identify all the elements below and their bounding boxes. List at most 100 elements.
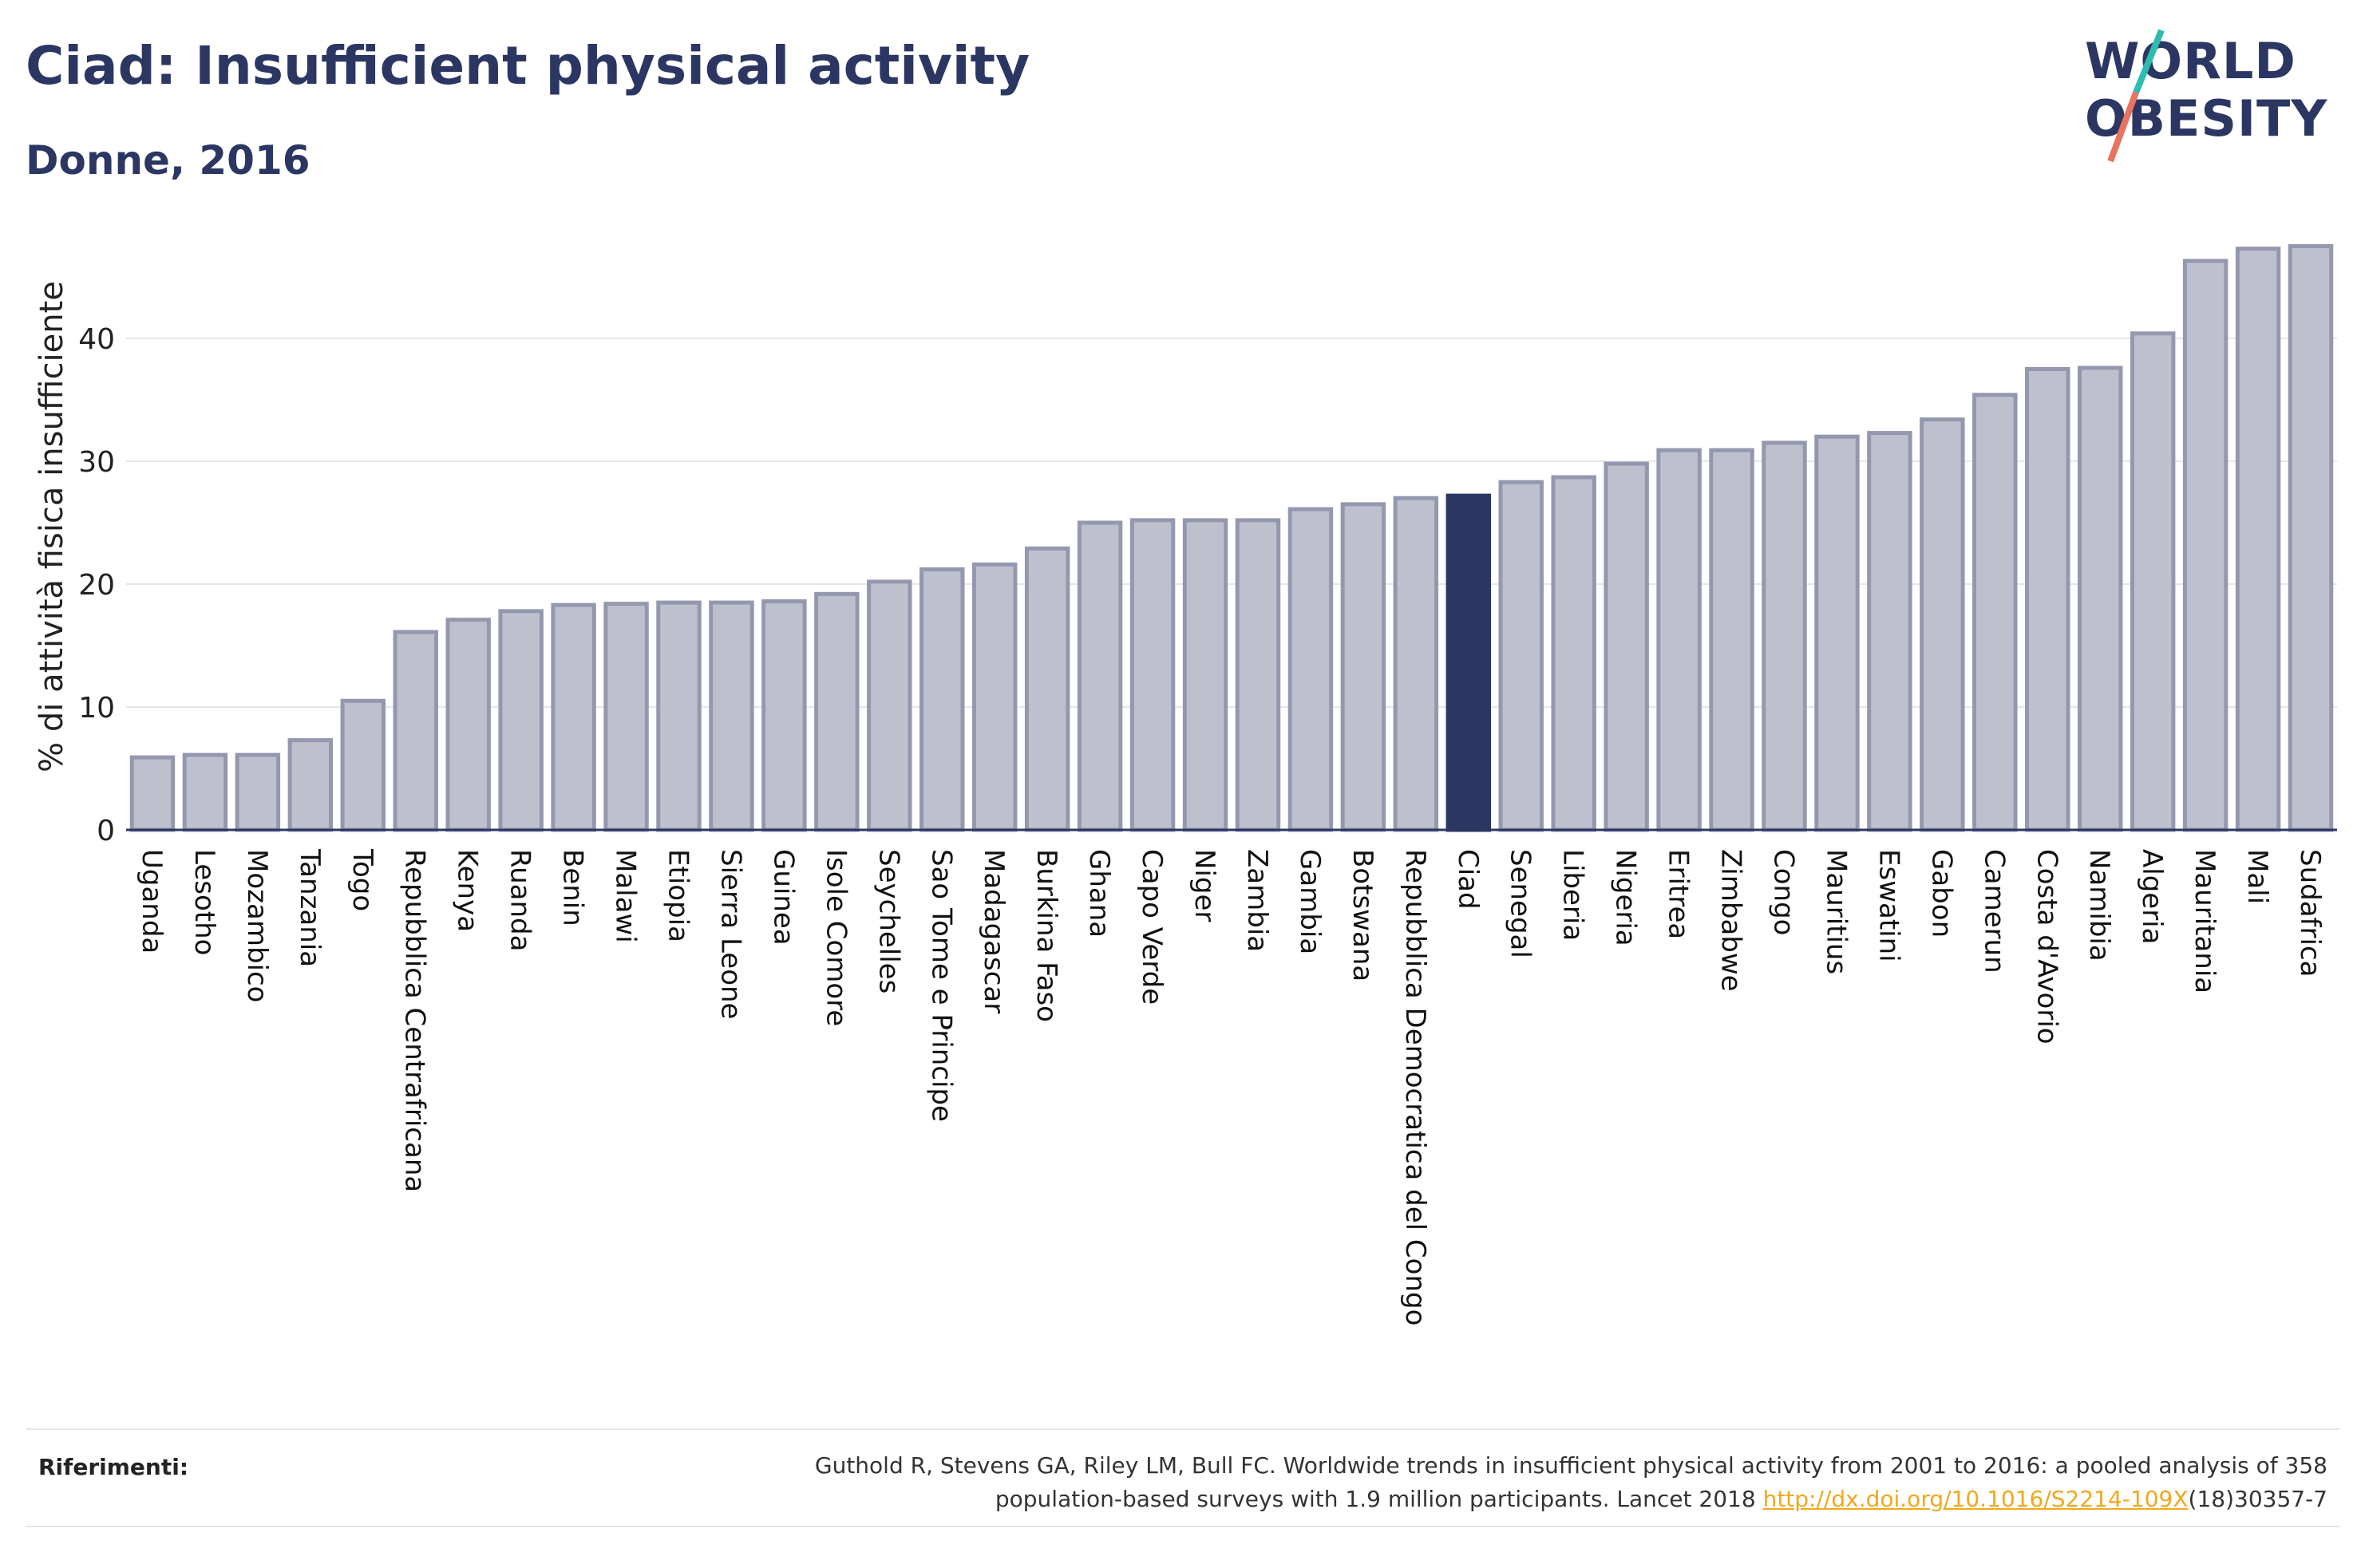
references-label: Riferimenti: — [38, 1454, 189, 1480]
x-tick-label: Ciad — [1452, 849, 1484, 910]
bar — [709, 600, 754, 832]
chart-subtitle: Donne, 2016 — [26, 137, 310, 184]
bar — [1340, 502, 1386, 832]
bar — [1709, 448, 1754, 832]
x-tick-label: Kenya — [452, 849, 484, 932]
bar — [919, 567, 965, 832]
x-tick-label: Gambia — [1294, 849, 1326, 954]
bar — [603, 602, 649, 832]
x-tick-label: Tanzania — [294, 848, 326, 967]
x-tick-label: Zimbabwe — [1715, 849, 1747, 992]
bar — [235, 752, 281, 832]
bar — [1024, 546, 1070, 832]
y-tick-label: 30 — [78, 446, 115, 479]
x-tick-label: Congo — [1768, 849, 1800, 935]
bar — [814, 591, 860, 832]
x-tick-label: Nigeria — [1610, 849, 1642, 946]
bar — [1551, 475, 1596, 832]
bars — [129, 244, 2334, 832]
x-tick-label: Eswatini — [1873, 849, 1904, 962]
bar — [182, 752, 228, 832]
y-tick-labels: 0 10 20 30 40 — [78, 323, 115, 847]
x-tick-label: Sudafrica — [2294, 849, 2326, 977]
bar — [2182, 259, 2229, 832]
x-tick-label: Gabon — [1925, 849, 1957, 938]
y-axis-label: % di attività fisica insufficiente — [34, 281, 70, 772]
x-tick-label: Togo — [346, 848, 378, 911]
y-tick-label: 0 — [97, 815, 115, 847]
x-tick-labels: Uganda Lesotho Mozambico Tanzania Togo Repubb… — [136, 848, 2326, 1325]
y-tick-label: 20 — [78, 569, 115, 602]
bar — [1235, 518, 1281, 832]
chart-title: Ciad: Insufficient physical activity — [26, 35, 1030, 97]
bar — [1604, 461, 1649, 832]
y-tick-label: 40 — [78, 323, 115, 356]
bar — [287, 738, 334, 832]
x-tick-label: Lesotho — [188, 849, 220, 955]
bar — [393, 630, 438, 832]
references-text: Guthold R, Stevens GA, Riley LM, Bull FC… — [492, 1449, 2327, 1516]
x-tick-label: Senegal — [1505, 849, 1536, 958]
x-tick-label: Eritrea — [1663, 849, 1695, 939]
reference-line-1: Guthold R, Stevens GA, Riley LM, Bull FC… — [814, 1452, 2327, 1479]
x-tick-label: Botswana — [1347, 849, 1378, 981]
bar — [1393, 496, 1439, 832]
bar — [129, 755, 176, 832]
logo-slash-bottom — [2107, 91, 2139, 163]
reference-line-2-suffix: (18)30357-7 — [2188, 1486, 2327, 1512]
x-tick-label: Camerun — [1978, 849, 2010, 974]
bar — [2288, 244, 2334, 832]
x-tick-label: Mauritania — [2189, 849, 2221, 993]
x-tick-label: Ruanda — [504, 849, 536, 951]
logo-text-world: WORLD — [2085, 32, 2296, 90]
references-box: Riferimenti: Guthold R, Stevens GA, Rile… — [26, 1428, 2340, 1527]
bar — [2130, 331, 2176, 832]
bar — [1287, 507, 1334, 832]
x-tick-label: Guinea — [767, 849, 799, 946]
x-tick-label: Algeria — [2136, 849, 2168, 944]
logo-slash-top — [2133, 29, 2165, 94]
bar — [1814, 434, 1860, 832]
x-tick-label: Mali — [2241, 849, 2273, 904]
x-tick-label: Isole Comore — [820, 849, 852, 1026]
bar — [1077, 520, 1123, 832]
x-tick-label: Repubblica Democratica del Congo — [1399, 849, 1431, 1325]
bar — [1656, 448, 1702, 832]
x-tick-label: Namibia — [2083, 849, 2115, 962]
bar — [340, 698, 386, 832]
x-tick-label: Seychelles — [872, 849, 904, 993]
bar-highlighted — [1445, 493, 1492, 832]
x-tick-label: Etiopia — [662, 849, 694, 942]
x-tick-label: Ghana — [1083, 849, 1115, 938]
x-tick-label: Malawi — [610, 849, 642, 943]
x-tick-label: Liberia — [1557, 849, 1589, 941]
world-obesity-logo: WORLD OBESITY — [2085, 29, 2327, 163]
x-tick-label: Sierra Leone — [714, 849, 746, 1019]
bar — [1129, 518, 1176, 832]
reference-line-2-prefix: population-based surveys with 1.9 millio… — [995, 1486, 1763, 1512]
bar — [551, 602, 596, 832]
x-tick-label: Mozambico — [241, 849, 273, 1002]
bar — [1182, 518, 1228, 832]
x-tick-label: Zambia — [1241, 849, 1273, 952]
bar — [761, 599, 807, 832]
x-tick-label: Niger — [1188, 849, 1220, 922]
bar — [1498, 480, 1544, 832]
x-tick-label: Madagascar — [978, 849, 1010, 1013]
x-tick-label: Burkina Faso — [1030, 849, 1062, 1022]
bar — [1867, 431, 1912, 832]
bar-chart: 0 10 20 30 40 Uganda Lesotho Mozambico Tanzania… — [34, 244, 2337, 1325]
bar — [1972, 393, 2018, 832]
bar — [1920, 417, 1965, 832]
x-tick-label: Uganda — [136, 849, 168, 954]
bar — [2235, 247, 2281, 832]
bar — [656, 600, 702, 832]
gridlines — [126, 338, 2337, 708]
doi-link[interactable]: http://dx.doi.org/10.1016/S2214-109X — [1762, 1486, 2189, 1512]
x-tick-label: Repubblica Centrafricana — [399, 849, 431, 1192]
x-tick-label: Capo Verde — [1136, 849, 1168, 1005]
bar — [498, 609, 544, 832]
bar — [445, 618, 491, 832]
y-tick-label: 10 — [78, 692, 115, 725]
bar — [2077, 365, 2123, 832]
